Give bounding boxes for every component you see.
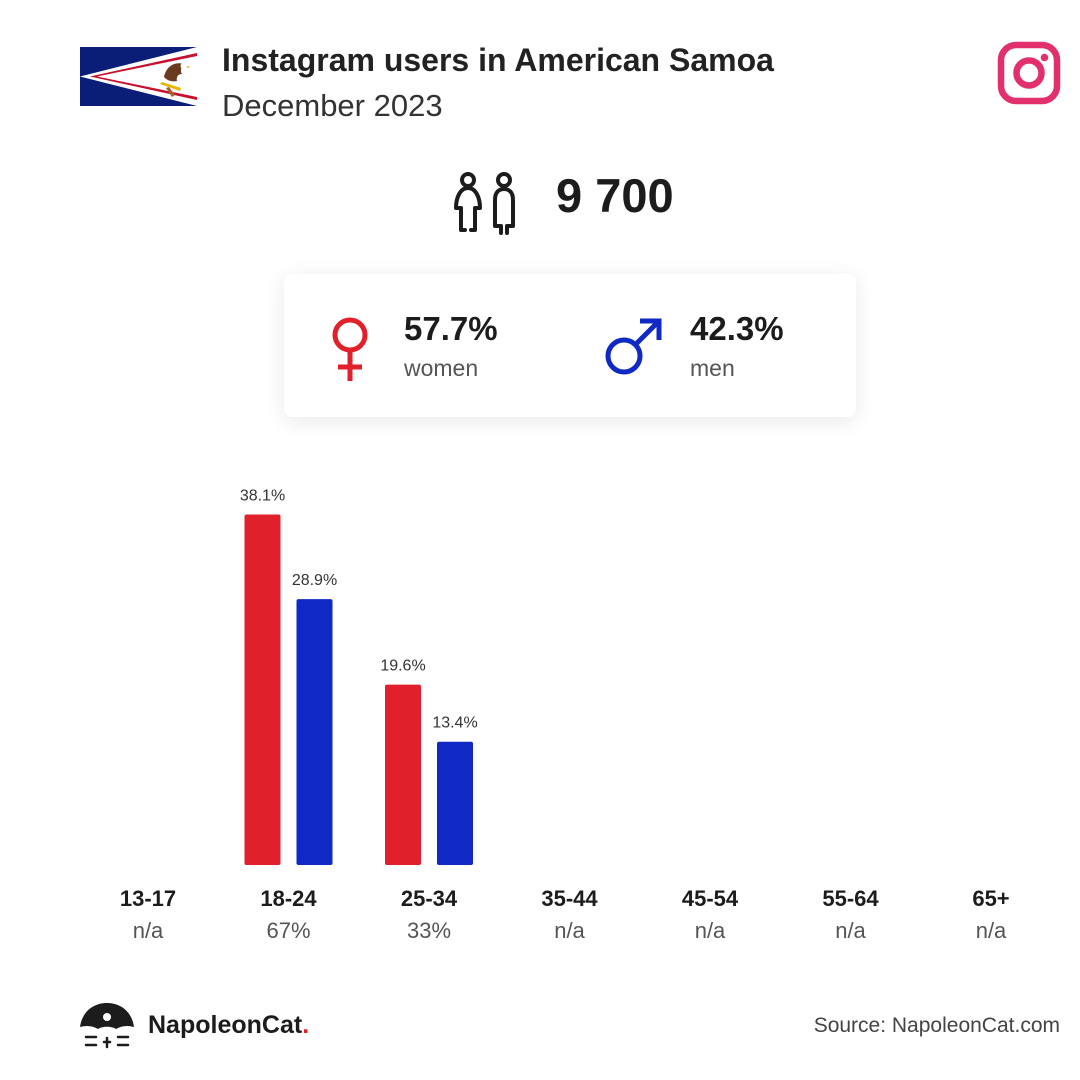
age-category-label: 55-64 bbox=[822, 886, 879, 911]
age-category-total: n/a bbox=[554, 918, 585, 943]
total-users-value: 9 700 bbox=[556, 169, 674, 222]
american-samoa-flag-icon bbox=[80, 47, 197, 106]
age-category-label: 18-24 bbox=[260, 886, 317, 911]
chart-subtitle: December 2023 bbox=[222, 88, 443, 123]
gender-split-card: 57.7% women 42.3% men bbox=[284, 274, 856, 417]
age-category-total: 67% bbox=[266, 918, 310, 943]
source-credit: Source: NapoleonCat.com bbox=[813, 1014, 1060, 1037]
brand-name: NapoleonCat. bbox=[148, 1011, 309, 1040]
age-category-total: 33% bbox=[407, 918, 451, 943]
male-symbol-icon bbox=[605, 318, 662, 375]
bar-value-label: 13.4% bbox=[432, 715, 477, 732]
chart-title: Instagram users in American Samoa bbox=[222, 42, 774, 78]
age-category-label: 13-17 bbox=[120, 886, 176, 911]
bar-value-label: 28.9% bbox=[292, 572, 337, 589]
women-label: women bbox=[404, 355, 479, 381]
instagram-icon bbox=[997, 41, 1061, 105]
age-category-label: 65+ bbox=[972, 886, 1009, 911]
bar-value-label: 19.6% bbox=[380, 658, 425, 675]
bar-25-34-series-1 bbox=[385, 684, 421, 865]
age-category-total: n/a bbox=[835, 918, 866, 943]
bar-value-label: 38.1% bbox=[240, 487, 285, 504]
women-percentage: 57.7% bbox=[404, 310, 498, 347]
female-symbol-icon bbox=[332, 317, 368, 381]
bar-18-24-series-1 bbox=[244, 514, 281, 865]
napoleoncat-logo-icon bbox=[80, 1003, 134, 1049]
bar-25-34-series-2 bbox=[437, 741, 473, 865]
brand-dot: . bbox=[302, 1011, 310, 1039]
age-category-total: n/a bbox=[133, 918, 164, 943]
age-category-label: 35-44 bbox=[541, 886, 598, 911]
men-percentage: 42.3% bbox=[690, 310, 784, 347]
men-label: men bbox=[690, 355, 735, 381]
age-category-label: 45-54 bbox=[682, 886, 739, 911]
bar-18-24-series-2 bbox=[296, 599, 333, 865]
users-icon bbox=[454, 172, 515, 235]
age-category-total: n/a bbox=[695, 918, 726, 943]
brand-text: NapoleonCat bbox=[148, 1011, 303, 1039]
age-category-label: 25-34 bbox=[401, 886, 458, 911]
age-category-total: n/a bbox=[976, 918, 1007, 943]
